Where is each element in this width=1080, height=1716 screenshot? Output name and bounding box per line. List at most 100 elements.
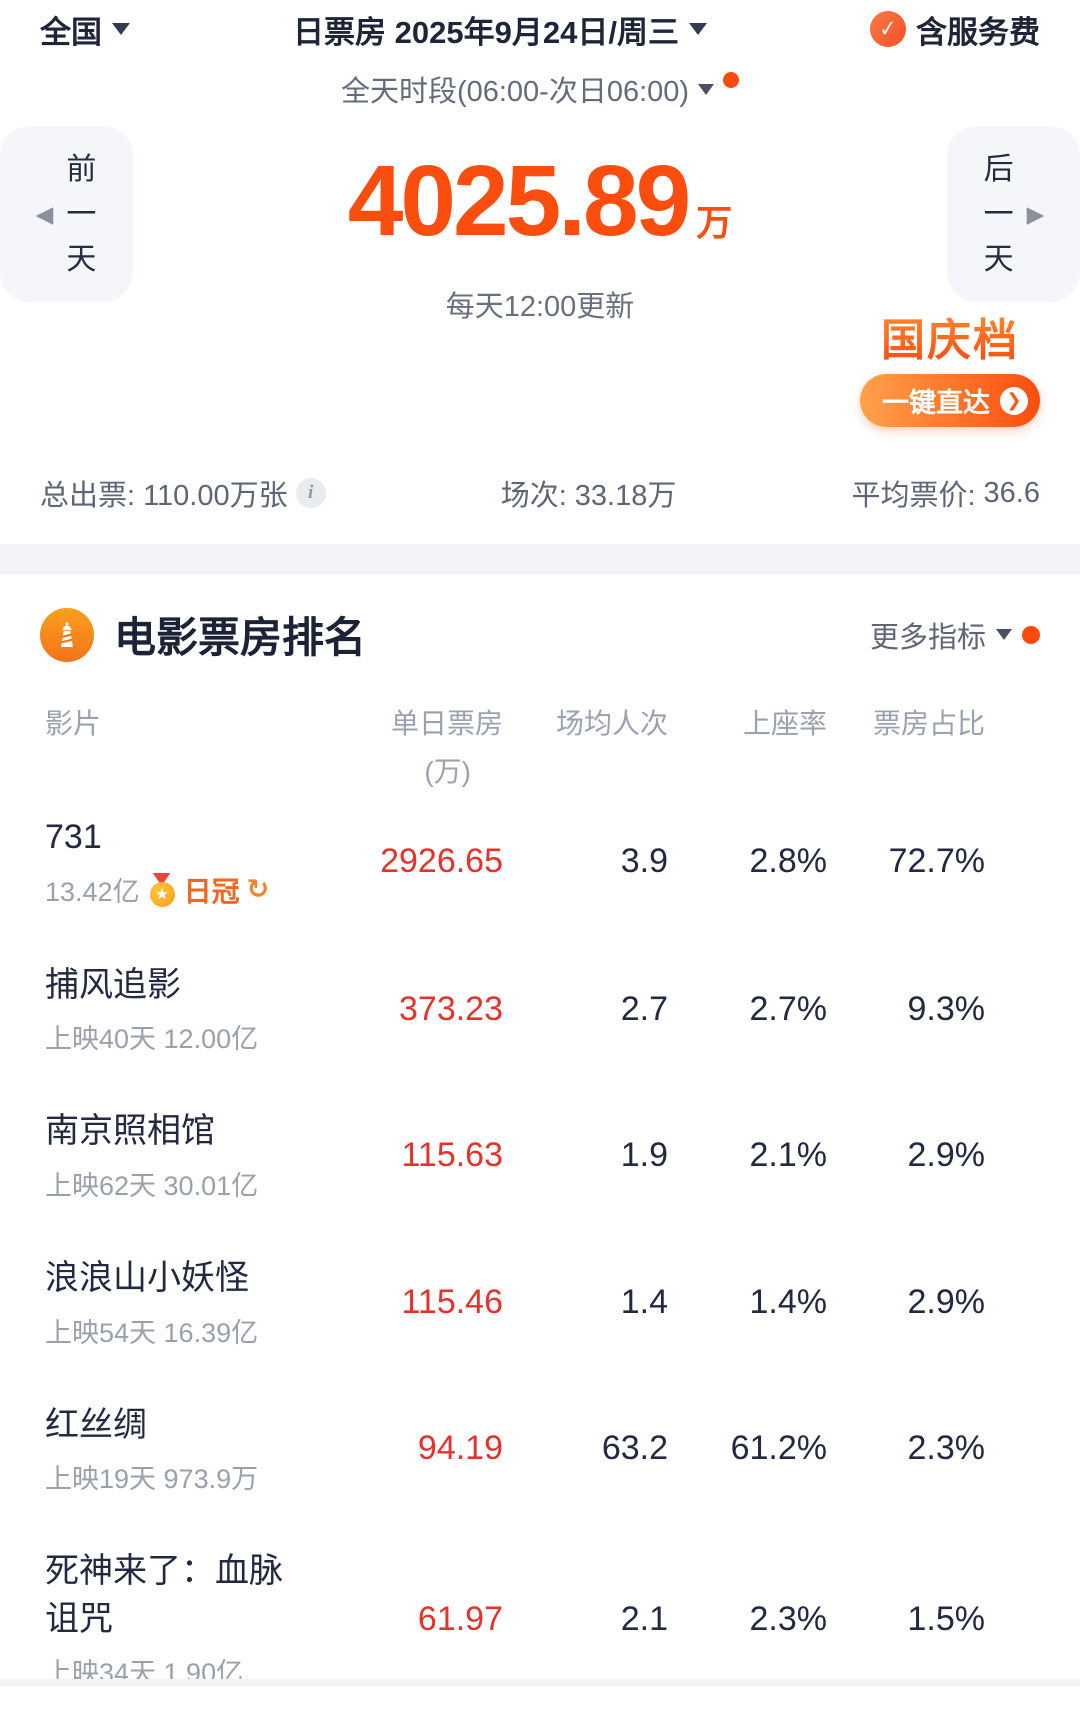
stat-value: 110.00万张 [143, 480, 288, 512]
region-label: 全国 [40, 14, 102, 50]
daily-champion-badge: 日冠 [183, 875, 240, 907]
movie-title: 捕风追影 [45, 965, 181, 1004]
per-show-value: 1.9 [620, 1136, 668, 1175]
table-row[interactable]: 浪浪山小妖怪 上映54天 16.39亿 115.46 1.4 1.4% 2.9% [45, 1229, 985, 1376]
per-show-value: 3.9 [620, 842, 668, 881]
column-header-daily-box: 单日票房 (万) [390, 708, 503, 787]
daily-box-value: 61.97 [417, 1599, 503, 1638]
occupancy-value: 2.3% [749, 1599, 828, 1638]
occupancy-value: 61.2% [730, 1429, 827, 1468]
per-show-value: 63.2 [601, 1429, 668, 1468]
table-row[interactable]: 731 13.42亿 ★ 日冠 ↻ 2926.65 3.9 2.8% 72.7% [45, 788, 985, 936]
per-show-value: 1.4 [620, 1282, 668, 1321]
movie-title: 死神来了：血脉诅咒 [45, 1552, 283, 1638]
column-header-per-show: 场均人次 [555, 708, 668, 739]
box-office-amount: 4025.89 [347, 145, 691, 257]
movie-title: 红丝绸 [45, 1405, 147, 1444]
stat-value: 36.6 [983, 476, 1040, 509]
ranking-title-wrap: 电影票房排名 [40, 604, 366, 665]
movie-subtitle: 上映19天 973.9万 [45, 1464, 259, 1495]
arrow-left-icon: ◀ [35, 200, 54, 227]
daily-box-value: 115.63 [401, 1136, 503, 1175]
bottom-divider [0, 1679, 1080, 1686]
movie-total-gross: 13.42亿 [45, 877, 140, 908]
info-icon[interactable]: i [295, 478, 326, 508]
movie-cell: 731 13.42亿 ★ 日冠 ↻ [45, 814, 305, 910]
stat-total-tickets: 总出票: 110.00万张 i [40, 472, 326, 514]
share-value: 72.7% [888, 842, 985, 881]
next-day-button[interactable]: 后一天 ▶ [947, 126, 1080, 302]
daily-box-value: 94.19 [417, 1429, 503, 1468]
region-selector[interactable]: 全国 [40, 7, 130, 52]
box-office-unit: 万 [696, 202, 733, 243]
chevron-down-icon [698, 83, 715, 95]
movie-title: 南京照相馆 [45, 1112, 215, 1151]
table-row[interactable]: 红丝绸 上映19天 973.9万 94.19 63.2 61.2% 2.3% [45, 1376, 985, 1523]
per-show-value: 2.7 [620, 989, 668, 1028]
refresh-icon[interactable]: ↻ [246, 874, 270, 905]
table-row[interactable]: 死神来了：血脉诅咒 上映34天 1.90亿 61.97 2.1 2.3% 1.5… [45, 1522, 985, 1716]
table-row[interactable]: 南京照相馆 上映62天 30.01亿 115.63 1.9 2.1% 2.9% [45, 1082, 985, 1229]
movie-cell: 捕风追影 上映40天 12.00亿 [45, 962, 305, 1057]
movie-cell: 浪浪山小妖怪 上映54天 16.39亿 [45, 1255, 305, 1350]
service-fee-label: 含服务费 [915, 14, 1040, 50]
time-range-selector[interactable]: 全天时段(06:00-次日06:00) [0, 68, 1080, 110]
movie-title: 731 [45, 818, 102, 857]
share-value: 9.3% [907, 989, 986, 1028]
stat-label: 平均票价: [851, 480, 976, 512]
date-selector[interactable]: 日票房 2025年9月24日/周三 [293, 7, 707, 52]
movie-cell: 死神来了：血脉诅咒 上映34天 1.90亿 [45, 1548, 305, 1690]
top-header: 全国 日票房 2025年9月24日/周三 ✓ 含服务费 [0, 0, 1080, 50]
column-header-share: 票房占比 [872, 708, 985, 739]
update-note: 每天12:00更新 [445, 291, 635, 323]
festival-badge: 国庆档 一键直达 ❯ [860, 304, 1040, 427]
next-day-label: 后一天 [983, 152, 1014, 276]
movie-subtitle: 上映40天 12.00亿 [45, 1024, 259, 1055]
movie-title: 浪浪山小妖怪 [45, 1258, 249, 1297]
medal-icon: ★ [147, 873, 177, 907]
festival-name: 国庆档 [860, 304, 1040, 368]
more-metrics-label: 更多指标 [869, 621, 986, 654]
time-range-label: 全天时段(06:00-次日06:00) [340, 76, 690, 108]
chevron-down-icon [996, 629, 1012, 640]
occupancy-value: 1.4% [749, 1282, 828, 1321]
arrow-right-icon: ▶ [1026, 200, 1045, 227]
lighthouse-icon [40, 607, 94, 662]
per-show-value: 2.1 [620, 1599, 668, 1638]
movie-subtitle: 13.42亿 ★ 日冠 ↻ [45, 870, 305, 910]
ranking-title: 电影票房排名 [114, 614, 367, 661]
festival-cta-button[interactable]: 一键直达 ❯ [860, 374, 1040, 427]
festival-cta-label: 一键直达 [882, 388, 990, 418]
chevron-down-icon [688, 23, 707, 35]
daily-box-value: 115.46 [401, 1282, 503, 1321]
stat-value: 33.18万 [574, 480, 677, 512]
share-value: 1.5% [907, 1599, 986, 1638]
box-office-table: 影片 单日票房 (万) 场均人次 上座率 票房占比 731 13.42亿 ★ 日… [0, 665, 1080, 1716]
share-value: 2.9% [907, 1136, 986, 1175]
more-metrics-button[interactable]: 更多指标 [870, 614, 1040, 656]
movie-cell: 南京照相馆 上映62天 30.01亿 [45, 1108, 305, 1203]
page-title: 日票房 2025年9月24日/周三 [293, 14, 679, 50]
column-header-film: 影片 [45, 708, 102, 739]
occupancy-value: 2.8% [749, 842, 828, 881]
service-fee-toggle[interactable]: ✓ 含服务费 [868, 7, 1040, 52]
section-divider [0, 544, 1080, 574]
table-header-row: 影片 单日票房 (万) 场均人次 上座率 票房占比 [45, 707, 985, 788]
stat-show-count: 场次: 33.18万 [501, 472, 677, 514]
hero-section: ◀ 前一天 4025.89 万 每天12:00更新 后一天 ▶ 国庆档 一键直达… [0, 122, 1080, 427]
occupancy-value: 2.1% [749, 1136, 828, 1175]
prev-day-button[interactable]: ◀ 前一天 [0, 126, 133, 302]
chevron-down-icon [112, 23, 130, 35]
chevron-right-icon: ❯ [1000, 386, 1028, 415]
daily-box-value: 373.23 [399, 989, 503, 1028]
share-value: 2.3% [907, 1429, 986, 1468]
movie-subtitle: 上映62天 30.01亿 [45, 1170, 259, 1201]
prev-day-label: 前一天 [66, 152, 97, 276]
table-row[interactable]: 捕风追影 上映40天 12.00亿 373.23 2.7 2.7% 9.3% [45, 936, 985, 1083]
stats-row: 总出票: 110.00万张 i 场次: 33.18万 平均票价: 36.6 [0, 472, 1080, 514]
daily-box-value: 2926.65 [380, 842, 503, 881]
notification-dot [1022, 625, 1040, 644]
stat-label: 场次: [500, 480, 567, 512]
occupancy-value: 2.7% [749, 989, 828, 1028]
movie-subtitle: 上映54天 16.39亿 [45, 1317, 259, 1348]
